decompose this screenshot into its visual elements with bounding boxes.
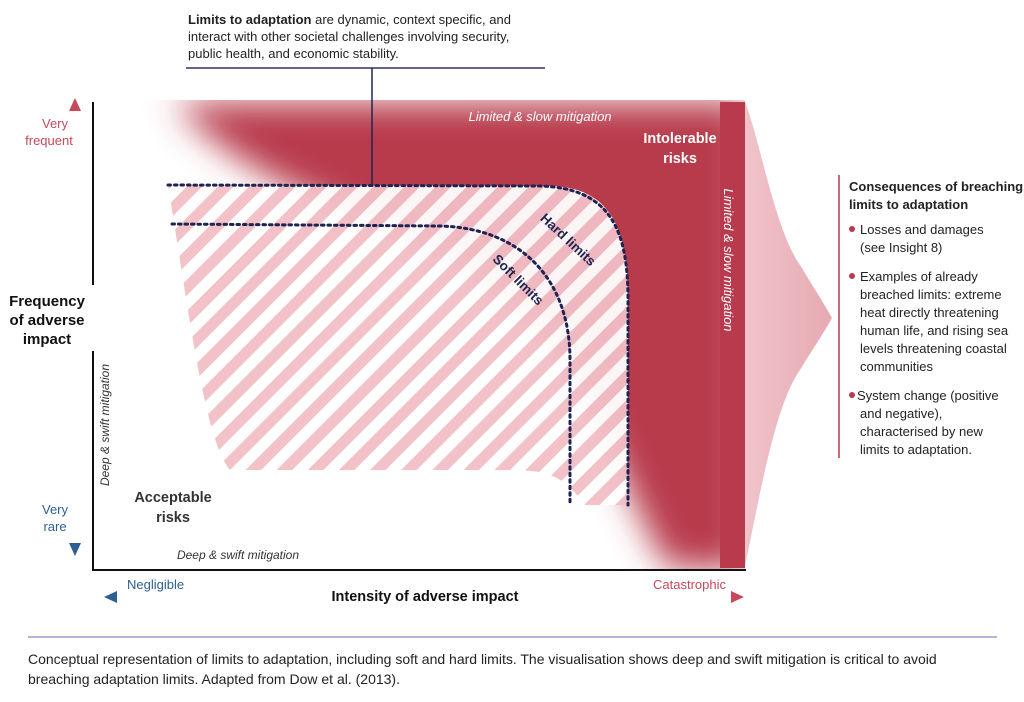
y-bottom-label-1: Very [42, 502, 69, 517]
consequence-2-line-1: Examples of already [860, 269, 978, 284]
mitigation-left-label: Deep & swift mitigation [98, 364, 112, 486]
intolerable-risks-label-2: risks [663, 151, 697, 167]
risk-field [168, 102, 745, 568]
hard-limits-curve [166, 183, 630, 507]
consequence-1-line-2: (see Insight 8) [860, 240, 942, 255]
mitigation-right-label: Limited & slow mitigation [721, 188, 736, 331]
callout-line-2: interact with other societal challenges … [188, 29, 509, 44]
striped-transition-zone [168, 185, 628, 505]
y-title-2: of adverse [9, 312, 84, 329]
callout-line-3: public health, and economic stability. [188, 46, 399, 61]
y-top-label-1: Very [42, 116, 69, 131]
bullet-3 [849, 392, 855, 398]
soft-limits-curve [170, 222, 572, 504]
x-right-label: Catastrophic [653, 577, 726, 592]
consequence-3-line-1: System change (positive [857, 388, 999, 403]
intolerable-risks-label-1: Intolerable [643, 131, 716, 147]
limits-diagram: Limits to adaptation are dynamic, contex… [9, 12, 1023, 638]
consequence-2-line-2: breached limits: extreme [860, 287, 1002, 302]
consequence-2-line-4: human life, and rising sea [860, 323, 1009, 338]
bullet-1 [849, 226, 855, 232]
y-bottom-label-2: rare [43, 519, 66, 534]
y-title-1: Frequency [9, 293, 86, 310]
consequence-3-line-4: limits to adaptation. [860, 442, 972, 457]
consequence-2-line-5: levels threatening coastal [860, 341, 1007, 356]
consequences-panel: Consequences of breaching limits to adap… [849, 179, 1023, 457]
consequences-title-2: limits to adaptation [849, 197, 968, 212]
red-edge [720, 102, 745, 568]
mitigation-top-label: Limited & slow mitigation [468, 109, 611, 124]
y-title-3: impact [23, 331, 71, 348]
x-title: Intensity of adverse impact [332, 589, 519, 605]
acceptable-risks-label-2: risks [156, 510, 190, 526]
mitigation-bottom-label: Deep & swift mitigation [177, 548, 299, 562]
acceptable-risks-label-1: Acceptable [134, 490, 211, 506]
consequence-2-line-6: communities [860, 359, 933, 374]
bullet-2 [849, 273, 855, 279]
consequence-1-line-1: Losses and damages [860, 222, 984, 237]
consequence-2-line-3: heat directly threatening [860, 305, 999, 320]
y-top-label-2: frequent [25, 133, 73, 148]
consequence-3-line-2: and negative), [860, 406, 942, 421]
consequences-title-1: Consequences of breaching [849, 179, 1023, 194]
consequence-spread-shape [745, 102, 832, 566]
consequence-3-line-3: characterised by new [860, 424, 983, 439]
figure-caption: Conceptual representation of limits to a… [28, 651, 937, 687]
callout-line-1: Limits to adaptation are dynamic, contex… [188, 12, 511, 27]
x-left-label: Negligible [127, 577, 184, 592]
